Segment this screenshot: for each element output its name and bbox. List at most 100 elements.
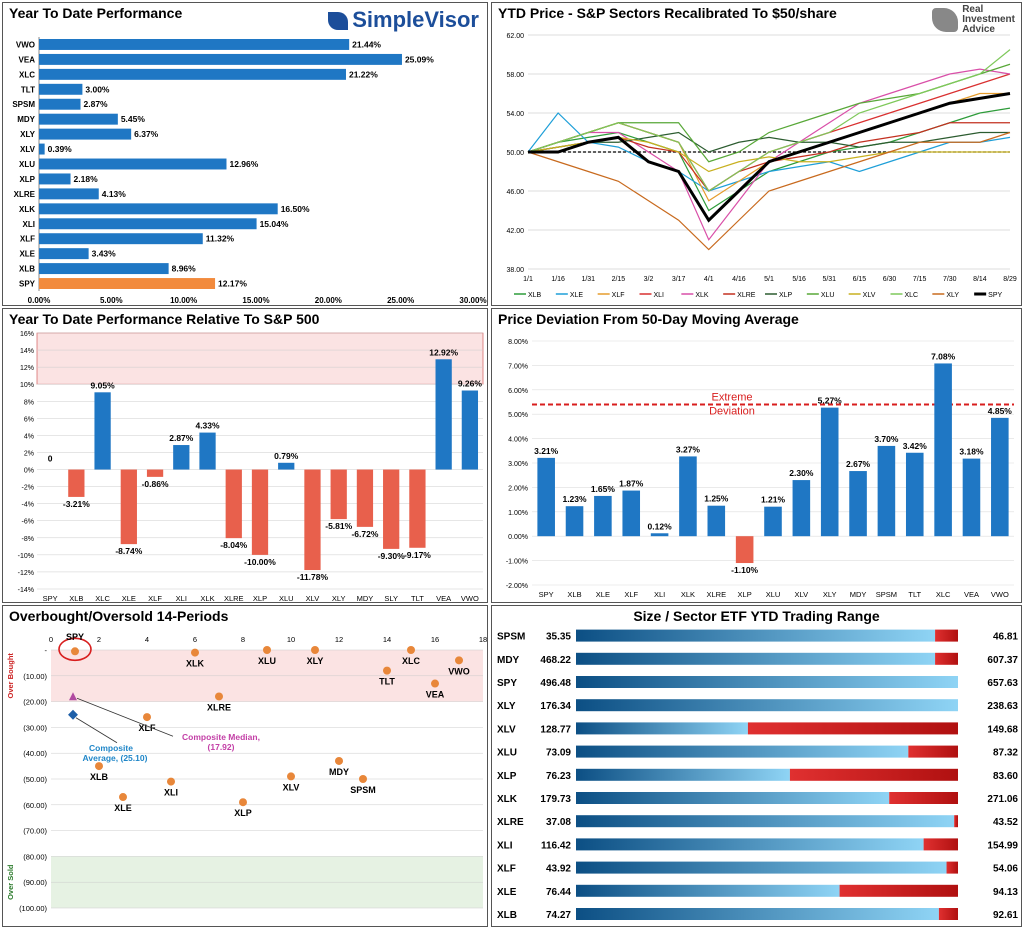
y-tick-label: -10% <box>18 553 34 560</box>
legend-label: XLK <box>695 292 709 299</box>
range-remaining-xli <box>923 838 958 851</box>
range-bar-xlf <box>576 861 947 874</box>
category-label: MDY <box>357 594 374 603</box>
bar-vwo <box>39 39 350 50</box>
range-bar-xlv <box>576 722 748 735</box>
y-tick-label: 38.00 <box>506 267 524 274</box>
x-tick-label: 4 <box>145 635 149 644</box>
y-tick-label: 16% <box>20 331 34 338</box>
range-ticker: MDY <box>497 655 520 666</box>
category-label: VWO <box>461 594 479 603</box>
bar-xlre <box>39 188 99 200</box>
y-tick-label: 7.00% <box>508 363 528 370</box>
x-tick-label: 25.00% <box>387 296 414 305</box>
data-label: 3.70% <box>874 434 899 444</box>
y-tick-label: -2% <box>22 485 34 492</box>
bar-xlb <box>39 263 169 275</box>
category-label: XLC <box>19 70 35 79</box>
y-tick-label: 8% <box>24 399 34 406</box>
data-label: 16.50% <box>281 204 310 214</box>
x-tick-label: 14 <box>383 635 391 644</box>
range-ticker: XLP <box>497 771 517 782</box>
data-label: 4.85% <box>988 406 1013 416</box>
bar-vea <box>962 458 981 537</box>
range-bar-xly <box>576 699 958 712</box>
overweight-zone <box>36 332 484 385</box>
simplevisor-logo: SimpleVisor <box>328 7 479 33</box>
data-label: 21.44% <box>352 39 381 49</box>
y-tick-label: 4% <box>24 433 34 440</box>
category-label: VEA <box>436 594 451 603</box>
point-mdy <box>335 756 343 765</box>
point-label: SPY <box>66 632 84 642</box>
y-tick-label: (90.00) <box>23 878 47 887</box>
range-remaining-spsm <box>935 629 958 642</box>
range-high: 154.99 <box>987 840 1018 851</box>
data-label: 12.96% <box>229 159 258 169</box>
y-tick-label: 10% <box>20 382 34 389</box>
bar-xlf <box>39 233 203 245</box>
bar-mdy <box>356 469 374 527</box>
data-label: 9.26% <box>458 379 483 389</box>
y-tick-label: -12% <box>18 570 34 577</box>
category-label: SLY <box>384 594 398 603</box>
bar-sly <box>383 469 400 549</box>
y-tick-label: 12% <box>20 365 34 372</box>
y-tick-label: 2% <box>24 450 34 457</box>
category-label: TLT <box>21 85 35 94</box>
relative-performance-panel: Year To Date Performance Relative To S&P… <box>2 308 488 603</box>
point-tlt <box>383 666 391 675</box>
point-xli <box>167 777 175 786</box>
category-label: XLV <box>20 145 36 154</box>
bar-vea <box>39 53 402 65</box>
range-remaining-xlp <box>789 768 958 781</box>
category-label: XLC <box>936 590 951 599</box>
zone-label-overbought: Over Bought <box>6 653 15 699</box>
series-line-xlf <box>527 92 1010 202</box>
range-high: 271.06 <box>987 794 1018 805</box>
y-tick-label: 4.00% <box>508 437 528 444</box>
point-xlre <box>215 692 223 701</box>
y-tick-label: -14% <box>18 587 34 594</box>
bar-xly <box>820 407 839 537</box>
x-tick-label: 8/14 <box>973 276 987 283</box>
y-tick-label: (10.00) <box>23 672 47 681</box>
range-low: 76.23 <box>546 771 571 782</box>
overbought-oversold-panel: Overbought/Oversold 14-Periods - (10.00) (… <box>2 605 488 927</box>
bar-vea <box>435 359 452 470</box>
category-label: MDY <box>850 590 867 599</box>
data-label: 7.08% <box>931 351 956 361</box>
point-label: XLP <box>234 808 252 818</box>
point-xlu <box>263 646 271 654</box>
category-label: XLK <box>200 594 214 603</box>
bar-xli <box>39 218 257 230</box>
data-label: 9.05% <box>91 380 116 390</box>
point-label: XLE <box>114 803 132 813</box>
range-remaining-xlu <box>908 745 958 758</box>
range-remaining-xlv <box>747 722 958 735</box>
series-line-xly <box>527 131 1011 251</box>
point-vea <box>431 679 439 688</box>
x-tick-label: 10 <box>287 635 295 644</box>
category-label: XLU <box>19 160 35 169</box>
composite-median-marker <box>69 692 77 701</box>
bar-xlk <box>39 203 278 215</box>
range-bar-spy <box>576 676 958 688</box>
range-ticker: SPY <box>497 678 517 689</box>
category-label: XLI <box>654 590 665 599</box>
y-tick-label: 62.00 <box>506 33 524 40</box>
legend-label: XLV <box>863 292 876 299</box>
range-ticker: XLU <box>497 748 517 759</box>
bar-xle <box>39 248 89 260</box>
bar-mdy <box>849 471 867 537</box>
category-label: SPSM <box>876 590 897 599</box>
category-label: XLE <box>122 594 136 603</box>
data-label: 3.43% <box>92 249 117 259</box>
x-tick-label: 5.00% <box>100 296 123 305</box>
range-bar-xlk <box>576 792 890 804</box>
data-label: 4.13% <box>102 189 127 199</box>
point-label: MDY <box>329 767 349 777</box>
composite-average-pointer <box>75 717 118 744</box>
category-label: VWO <box>991 590 1009 599</box>
ytd-performance-panel: Year To Date Performance SimpleVisor 0.0… <box>2 2 488 306</box>
